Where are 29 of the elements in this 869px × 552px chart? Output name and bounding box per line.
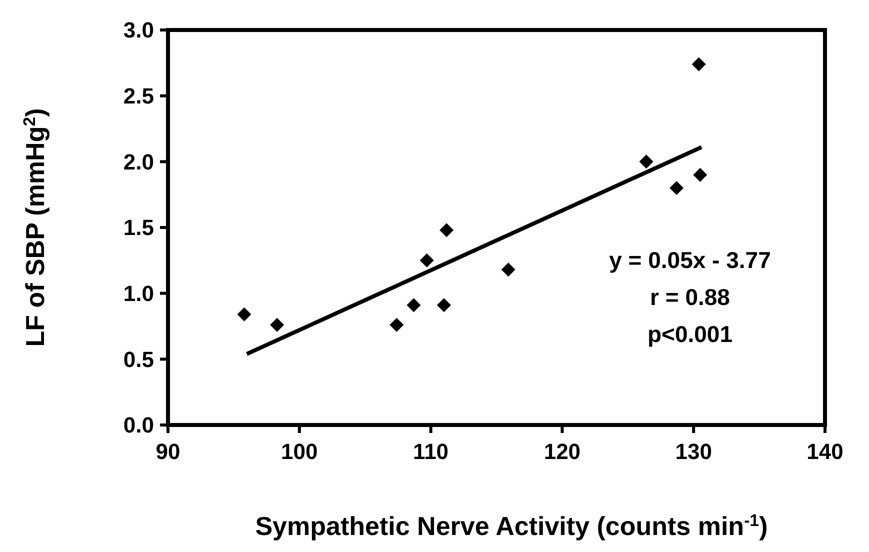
y-tick-label: 0.0	[123, 412, 154, 438]
y-tick-label: 2.0	[123, 149, 154, 174]
point	[390, 318, 404, 332]
point	[670, 181, 684, 195]
x-axis-title: Sympathetic Nerve Activity (counts min$^{-1}$)	[255, 510, 768, 541]
y-tick-label: 2.5	[123, 84, 154, 109]
point	[436, 298, 451, 312]
point	[406, 298, 421, 312]
x-tick-label: 140	[806, 439, 844, 464]
x-tick-label: 90	[156, 439, 180, 464]
annotation: y = 0.05x - 3.77	[609, 247, 771, 273]
point	[237, 307, 252, 322]
point	[420, 253, 434, 268]
x-tick-label: 110	[413, 439, 449, 464]
point	[501, 262, 516, 277]
point	[639, 154, 654, 169]
y-tick-label: 3.0	[123, 18, 154, 43]
point	[270, 318, 284, 332]
point	[440, 223, 454, 238]
y-tick-label: 1.0	[123, 281, 154, 306]
point	[693, 168, 708, 182]
annotation: r = 0.88	[650, 284, 730, 310]
y-tick-label: 1.5	[123, 215, 154, 240]
annotation: p<0.001	[647, 321, 733, 347]
y-tick-label: 0.5	[123, 346, 154, 372]
x-tick-label: 130	[675, 439, 712, 464]
x-tick-label: 100	[281, 439, 318, 464]
point	[692, 57, 706, 72]
x-tick-label: 120	[544, 439, 581, 464]
